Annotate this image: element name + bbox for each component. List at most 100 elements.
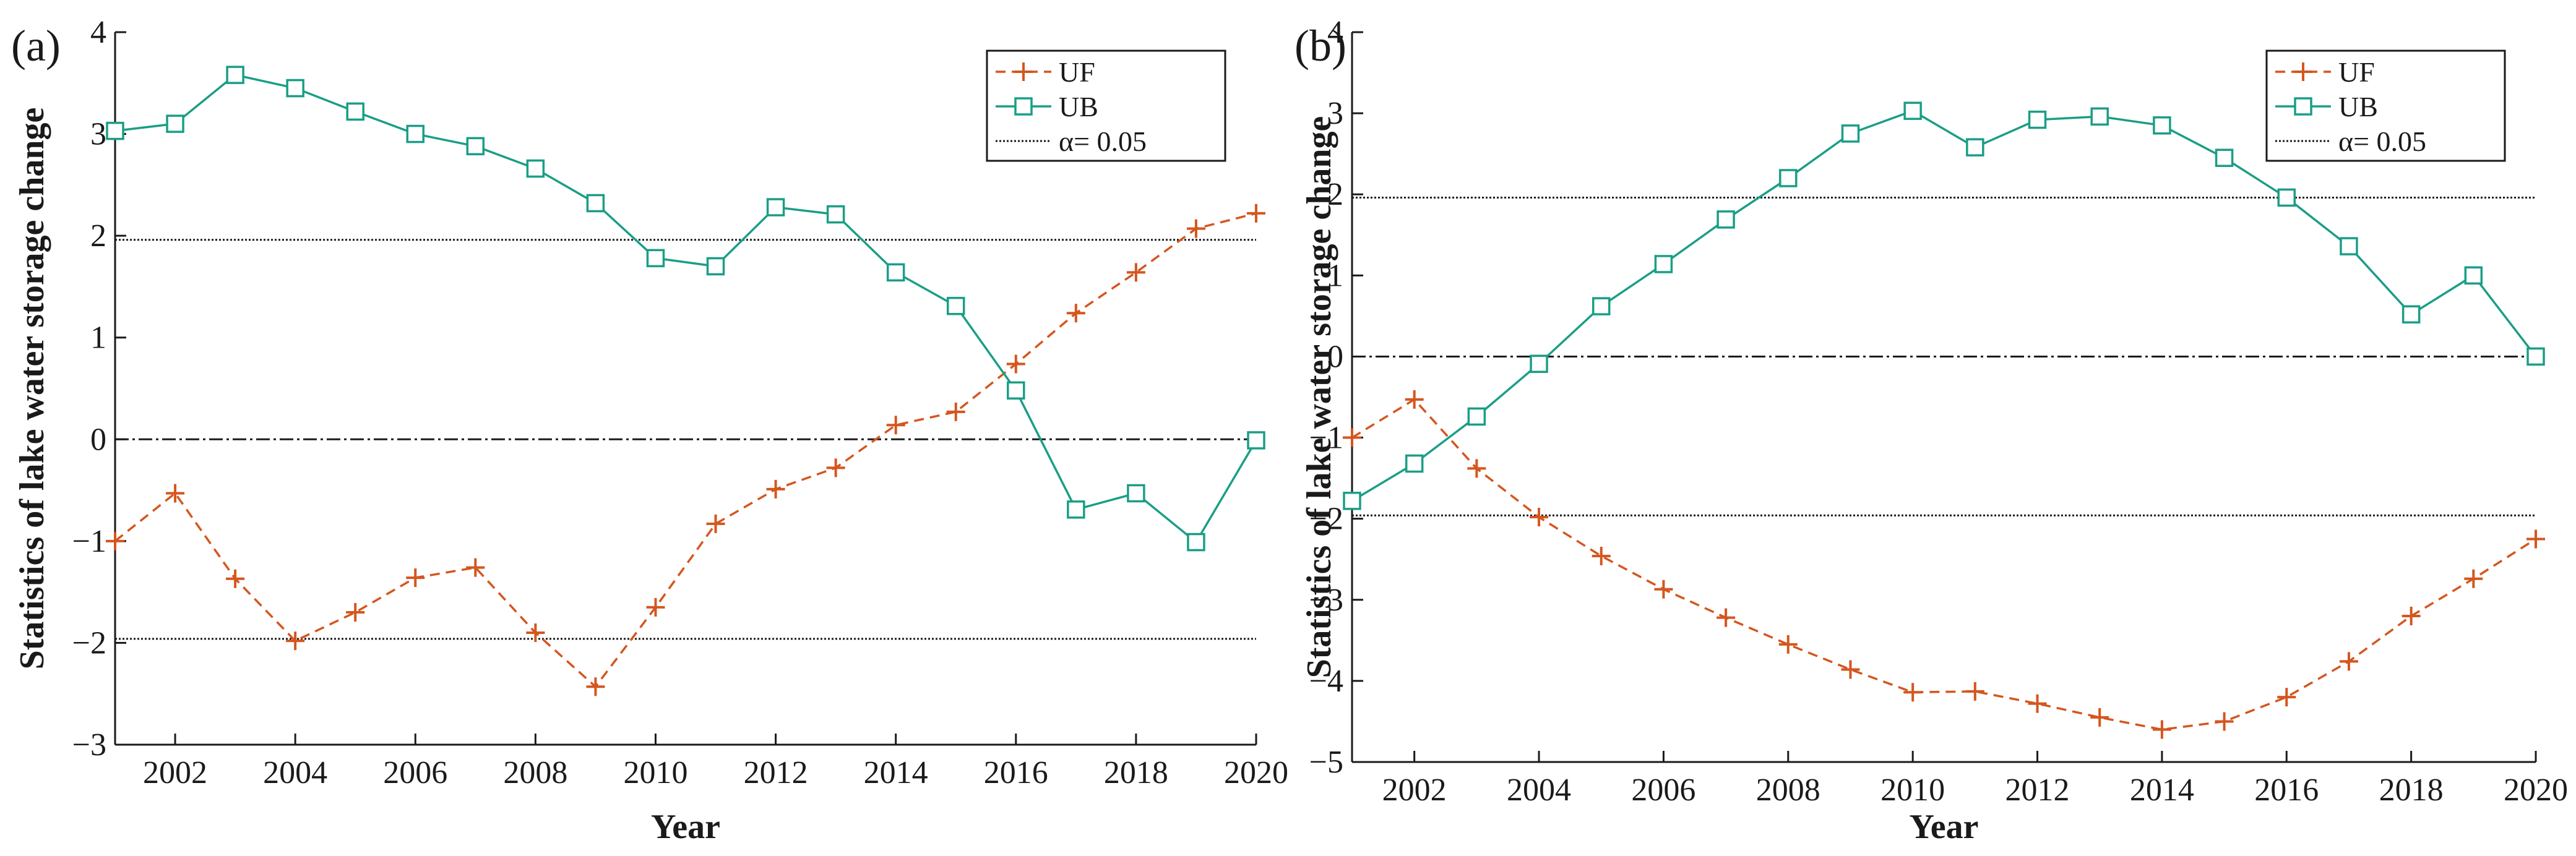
x-axis-label: Year	[651, 808, 720, 846]
uf-point	[2339, 652, 2358, 671]
panel-label: (a)	[11, 21, 61, 71]
uf-point	[826, 458, 845, 477]
ub-point	[2028, 110, 2047, 129]
ub-point	[886, 263, 905, 282]
y-tick-label: −5	[1309, 745, 1343, 780]
ub-point	[2277, 188, 2296, 207]
ub-point	[1530, 354, 1548, 373]
ub-point	[586, 194, 605, 213]
uf-point	[2402, 607, 2421, 625]
panel-label: (b)	[1294, 21, 1346, 71]
x-tick-label: 2008	[503, 755, 567, 790]
y-tick-label: 0	[90, 422, 106, 457]
uf-point	[1405, 390, 1424, 409]
y-axis-label: Statistics of lake water storage change	[13, 108, 51, 670]
legend-ub-label: UB	[1059, 91, 1098, 122]
x-tick-label: 2014	[2130, 773, 2194, 808]
legend-uf-label: UF	[2338, 56, 2375, 88]
uf-point	[1717, 608, 1736, 627]
x-tick-label: 2018	[1104, 755, 1168, 790]
ub-point	[1343, 492, 1361, 510]
ub-point	[706, 257, 725, 276]
uf-point	[1066, 304, 1085, 323]
y-tick-label: 1	[90, 320, 106, 356]
y-tick-label: −4	[1309, 664, 1343, 699]
ub-point	[766, 198, 785, 216]
y-axis-label: Statistics of lake water storage change	[1300, 116, 1338, 678]
uf-point	[526, 623, 545, 642]
uf-point	[466, 558, 485, 577]
uf-point	[1467, 459, 1486, 478]
x-tick-label: 2002	[1382, 773, 1447, 808]
panel-b: −5 −4 −3 −2 −1 0 1 2 3 4 2002 2004 2006 2008 2010 2012 2…	[1294, 15, 2568, 846]
ub-point	[346, 102, 364, 121]
legend-alpha-label: α= 0.05	[2338, 126, 2426, 157]
uf-point	[1592, 546, 1611, 565]
x-tick-label: 2008	[1756, 773, 1820, 808]
ub-point	[226, 66, 244, 84]
ub-point	[1067, 500, 1085, 519]
legend-uf-marker	[2294, 62, 2312, 81]
ub-point	[1903, 101, 1922, 120]
ub-point	[2402, 305, 2421, 324]
ub-point	[1405, 454, 1424, 473]
y-tick-label: 1	[1327, 258, 1343, 293]
ub-point	[2153, 116, 2171, 135]
x-tick-label: 2018	[2379, 773, 2444, 808]
uf-point	[766, 479, 785, 499]
ub-point	[166, 114, 184, 133]
y-tick-label: −1	[72, 524, 106, 559]
uf-point	[886, 416, 905, 435]
x-tick-label: 2006	[383, 755, 447, 790]
ub-point	[1467, 407, 1486, 426]
x-tick-label: 2012	[2005, 773, 2070, 808]
ub-point	[2526, 347, 2545, 366]
uf-point	[1654, 580, 1673, 599]
ub-point	[2464, 266, 2483, 285]
ub-point	[826, 205, 845, 224]
y-tick-label: −1	[1309, 421, 1343, 456]
y-tick-label: 4	[1327, 15, 1343, 50]
uf-point	[226, 569, 245, 588]
legend-ub-marker	[1014, 97, 1033, 116]
ub-point	[1841, 124, 1860, 143]
uf-point	[2152, 720, 2171, 739]
legend-ub-label: UB	[2338, 91, 2378, 122]
x-tick-label: 2012	[744, 755, 808, 790]
uf-point	[2215, 712, 2234, 731]
uf-point	[2277, 688, 2296, 707]
y-tick-label: 4	[90, 15, 106, 50]
uf-point	[286, 631, 305, 651]
y-tick-label: −2	[1309, 502, 1343, 537]
x-tick-label: 2010	[623, 755, 687, 790]
ub-point	[2340, 237, 2358, 255]
uf-point	[586, 677, 605, 696]
uf-point	[346, 603, 365, 622]
x-tick-label: 2020	[1224, 755, 1288, 790]
ub-point	[1717, 210, 1735, 229]
uf-point	[706, 514, 725, 533]
uf-point	[2090, 708, 2109, 727]
uf-point	[406, 568, 425, 588]
x-tick-label: 2010	[1880, 773, 1945, 808]
ub-point	[946, 296, 965, 315]
ub-point	[1007, 381, 1025, 400]
uf-point	[646, 597, 665, 617]
ub-point	[286, 79, 304, 98]
ub-point	[1966, 138, 1984, 156]
uf-point	[166, 484, 185, 503]
ub-point	[1187, 533, 1205, 552]
legend-uf-marker	[1014, 62, 1033, 81]
x-tick-label: 2016	[984, 755, 1048, 790]
x-axis-label: Year	[1910, 808, 1979, 846]
y-tick-label: −3	[72, 727, 106, 763]
series-ub-line	[1351, 109, 2537, 502]
y-tick-label: −2	[72, 625, 106, 661]
x-tick-label: 2004	[1507, 773, 1571, 808]
uf-point	[2028, 694, 2047, 713]
x-tick-label: 2006	[1631, 773, 1695, 808]
ub-point	[106, 121, 124, 140]
uf-point	[1903, 683, 1923, 702]
